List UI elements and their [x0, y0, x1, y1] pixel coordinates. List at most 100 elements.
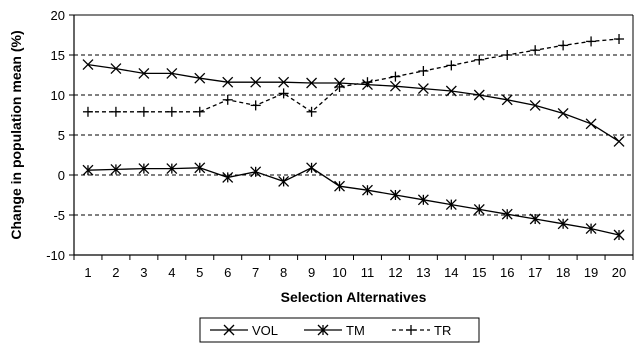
legend: VOL TM TR — [199, 317, 480, 343]
data-point-vol — [613, 135, 625, 147]
x-tick-label: 15 — [472, 265, 486, 280]
data-point-vol — [110, 63, 122, 75]
data-point-vol — [250, 76, 262, 88]
x-tick-labels: 1 2 3 4 5 6 7 8 9 10 11 12 13 14 15 16 17 18 19 20 — [84, 265, 626, 280]
y-axis-title: Change in population mean (%) — [8, 30, 24, 239]
data-point-tr — [362, 77, 373, 88]
y-tick-label: 15 — [51, 48, 65, 63]
data-point-vol — [473, 89, 485, 101]
data-point-tm — [613, 229, 625, 241]
data-point-tr — [110, 106, 121, 117]
data-point-tr — [306, 106, 317, 117]
legend-label-vol: VOL — [252, 323, 278, 338]
x-tick-label: 5 — [196, 265, 203, 280]
data-point-vol — [166, 67, 178, 79]
x-tick-label: 19 — [584, 265, 598, 280]
series-line-tm — [87, 167, 620, 236]
data-point-tm — [306, 162, 318, 174]
x-tick-label: 20 — [612, 265, 626, 280]
data-point-tr — [474, 54, 485, 65]
data-point-tm — [557, 218, 569, 230]
y-tick-label: 0 — [58, 168, 65, 183]
data-point-tm — [585, 223, 597, 235]
data-point-vol — [389, 80, 401, 92]
data-point-tr — [222, 94, 233, 105]
data-point-tm — [529, 213, 541, 225]
y-tick-label: 20 — [51, 8, 65, 23]
data-point-tm — [82, 164, 94, 176]
legend-marker-tm — [317, 324, 329, 336]
grid-lines — [74, 54, 633, 216]
data-point-vol — [501, 94, 513, 106]
data-point-tm — [445, 199, 457, 211]
data-point-vol — [585, 118, 597, 130]
data-point-tm — [110, 163, 122, 175]
data-point-tr — [334, 82, 345, 92]
y-tick-label: -5 — [53, 208, 65, 223]
x-tick-label: 2 — [112, 265, 119, 280]
data-point-tm — [417, 194, 429, 206]
data-point-tm — [389, 189, 401, 201]
data-point-tm — [501, 208, 513, 220]
data-point-tr — [82, 106, 93, 117]
data-point-tr — [250, 100, 261, 111]
data-point-tr — [278, 88, 289, 99]
axes — [69, 14, 634, 260]
data-point-vol — [557, 107, 569, 119]
y-tick-label: 5 — [58, 128, 65, 143]
x-tick-label: 3 — [140, 265, 147, 280]
data-point-tr — [418, 66, 429, 76]
x-tick-label: 4 — [168, 265, 175, 280]
data-point-vol — [529, 99, 541, 111]
x-tick-label: 10 — [332, 265, 346, 280]
data-point-tr — [446, 60, 457, 71]
x-tick-label: 1 — [84, 265, 91, 280]
data-point-tr — [586, 36, 597, 47]
data-point-tr — [502, 50, 513, 60]
legend-label-tr: TR — [434, 323, 451, 338]
data-point-tm — [194, 162, 206, 174]
legend-marker-vol — [223, 324, 235, 336]
x-tick-label: 9 — [308, 265, 315, 280]
data-point-tm — [334, 180, 345, 192]
x-tick-label: 12 — [388, 265, 402, 280]
data-point-tr — [166, 106, 177, 117]
data-point-vol — [278, 76, 290, 88]
y-tick-label: 10 — [51, 88, 65, 103]
x-tick-label: 13 — [416, 265, 430, 280]
x-tick-label: 14 — [444, 265, 458, 280]
y-tick-label: -10 — [46, 248, 65, 263]
data-point-vol — [138, 67, 150, 79]
data-point-tm — [222, 171, 234, 183]
data-point-tr — [194, 106, 205, 117]
x-tick-label: 16 — [500, 265, 514, 280]
data-point-vol — [222, 76, 234, 88]
data-point-tr — [390, 71, 401, 82]
data-point-tm — [278, 175, 290, 187]
x-tick-label: 7 — [252, 265, 259, 280]
data-point-tm — [250, 166, 262, 178]
data-point-vol — [417, 83, 429, 95]
series-group — [82, 34, 625, 241]
data-point-tr — [558, 40, 569, 51]
y-tick-labels: -10 -5 0 5 10 15 20 — [46, 8, 65, 263]
x-tick-label: 17 — [528, 265, 542, 280]
data-point-vol — [194, 72, 206, 84]
x-tick-label: 18 — [556, 265, 570, 280]
x-tick-label: 6 — [224, 265, 231, 280]
data-point-tm — [473, 203, 485, 215]
x-tick-label: 8 — [280, 265, 287, 280]
data-point-tm — [138, 163, 150, 175]
series-line-vol — [87, 63, 620, 142]
data-point-tr — [614, 34, 625, 44]
data-point-vol — [445, 85, 457, 97]
data-point-vol — [306, 77, 318, 89]
legend-marker-tr — [406, 325, 416, 335]
data-point-tm — [166, 163, 178, 175]
data-point-vol — [82, 59, 94, 71]
data-point-tr — [530, 45, 541, 56]
legend-label-tm: TM — [346, 323, 365, 338]
data-point-tm — [362, 184, 373, 196]
x-axis-title: Selection Alternatives — [281, 289, 427, 305]
